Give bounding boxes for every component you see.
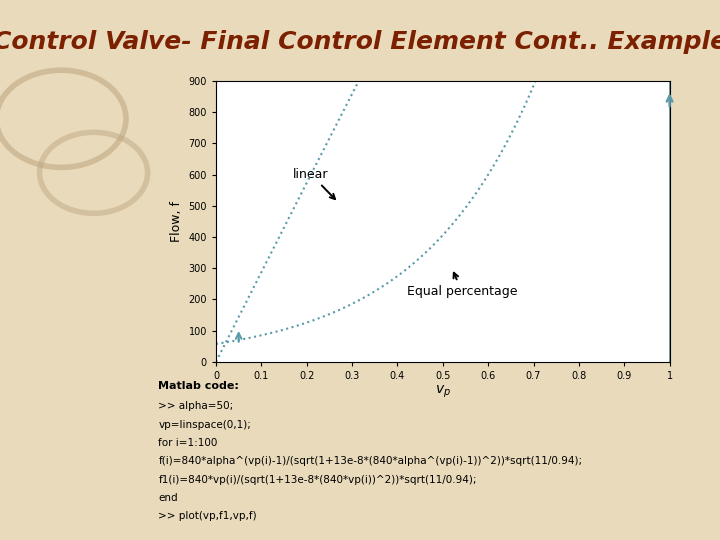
Text: Control Valve- Final Control Element Cont.. Example: Control Valve- Final Control Element Con…: [0, 30, 720, 53]
Text: for i=1:100: for i=1:100: [158, 438, 217, 448]
Text: f1(i)=840*vp(i)/(sqrt(1+13e-8*(840*vp(i))^2))*sqrt(11/0.94);: f1(i)=840*vp(i)/(sqrt(1+13e-8*(840*vp(i)…: [158, 475, 477, 485]
Text: >> plot(vp,f1,vp,f): >> plot(vp,f1,vp,f): [158, 511, 257, 522]
Text: f(i)=840*alpha^(vp(i)-1)/(sqrt(1+13e-8*(840*alpha^(vp(i)-1))^2))*sqrt(11/0.94);: f(i)=840*alpha^(vp(i)-1)/(sqrt(1+13e-8*(…: [158, 456, 582, 467]
Text: >> alpha=50;: >> alpha=50;: [158, 401, 234, 411]
Text: linear: linear: [293, 168, 335, 199]
X-axis label: $v_p$: $v_p$: [435, 383, 451, 400]
Text: vp=linspace(0,1);: vp=linspace(0,1);: [158, 420, 251, 430]
Text: Equal percentage: Equal percentage: [407, 273, 517, 298]
Y-axis label: Flow, f: Flow, f: [170, 201, 183, 242]
Text: end: end: [158, 493, 178, 503]
Text: Matlab code:: Matlab code:: [158, 381, 239, 391]
